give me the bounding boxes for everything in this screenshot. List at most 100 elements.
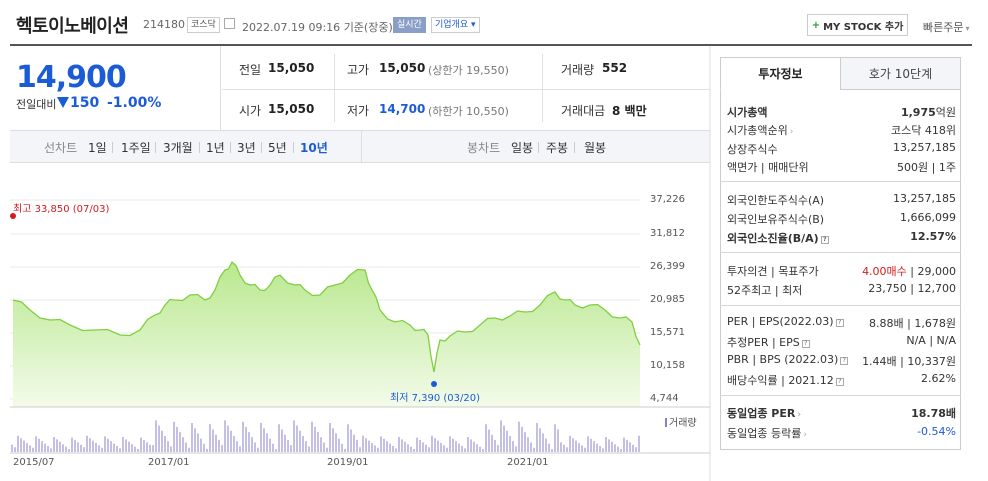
sector-per-label[interactable]: 동일업종 PER › <box>727 407 802 420</box>
volume-legend-swatch <box>665 418 667 427</box>
x-tick-label: 2017/01 <box>148 457 190 468</box>
down-arrow-icon <box>57 97 69 108</box>
tab-hoga[interactable]: 호가 10단계 <box>840 57 961 90</box>
period-bar <box>10 130 710 163</box>
y-tick-label: 10,158 <box>650 360 685 371</box>
open-price: 15,050 <box>268 102 315 116</box>
est-per-eps: N/A | N/A <box>906 334 956 347</box>
max-marker <box>10 213 16 219</box>
volume-label: 거래량 <box>561 63 595 77</box>
y-tick-label: 37,226 <box>650 194 685 205</box>
plus-icon: + <box>811 19 821 31</box>
price-area <box>13 262 640 407</box>
price-line <box>12 260 641 373</box>
volume-legend: 거래량 <box>665 414 697 429</box>
add-mystock-button[interactable]: + MY STOCK 추가 <box>807 14 908 36</box>
candle-chart-label: 봉차트 <box>467 141 501 155</box>
foreign-ratio-label[interactable]: 외국인소진율(B/A)? <box>727 230 829 246</box>
quote-datetime: 2022.07.19 09:16 기준(장중) <box>242 21 393 34</box>
tab-invest-info[interactable]: 투자정보 <box>720 57 841 90</box>
quick-order-button[interactable]: 빠른주문 ▾ <box>923 21 970 34</box>
period-3y[interactable]: 3년 <box>237 141 256 155</box>
x-tick-label: 2021/01 <box>507 457 549 468</box>
candle-month[interactable]: 월봉 <box>584 141 607 155</box>
market-cap-label: 시가총액 <box>727 106 768 119</box>
candle-week[interactable]: 주봉 <box>546 141 569 155</box>
low-price: 14,700 <box>379 102 426 116</box>
period-3m[interactable]: 3개월 <box>163 141 193 155</box>
y-tick-label: 15,571 <box>650 327 685 338</box>
change-label: 전일대비 <box>16 98 57 111</box>
chevron-right-icon: › <box>803 430 807 440</box>
period-10y[interactable]: 10년 <box>300 141 328 155</box>
foreign-hold: 1,666,099 <box>900 211 956 224</box>
low-label: 저가 <box>347 104 370 118</box>
market-cap: 1,975억원 <box>900 106 956 119</box>
help-icon[interactable]: ? <box>840 357 849 365</box>
change-percent: -1.00% <box>107 95 162 111</box>
per-eps-label[interactable]: PER | EPS(2022.03)? <box>727 315 844 328</box>
dividend-label[interactable]: 배당수익률 | 2021.12? <box>727 372 844 388</box>
y-tick-label: 26,399 <box>650 261 685 272</box>
help-icon[interactable]: ? <box>835 319 844 327</box>
period-5y[interactable]: 5년 <box>268 141 287 155</box>
help-icon[interactable]: ? <box>820 236 829 244</box>
foreign-limit-label: 외국인한도주식수(A) <box>727 194 825 207</box>
chevron-right-icon: › <box>797 410 802 420</box>
y-tick-label: 31,812 <box>650 228 685 239</box>
header-divider <box>10 44 972 46</box>
min-marker <box>431 381 437 387</box>
cap-rank-label[interactable]: 시가총액순위 › <box>727 124 794 137</box>
period-1w[interactable]: 1주일 <box>121 141 151 155</box>
x-tick-label: 2019/01 <box>327 457 369 468</box>
price-box <box>10 46 221 130</box>
company-overview-button[interactable]: 기업개요 ▾ <box>431 17 480 33</box>
line-chart-label: 선차트 <box>44 141 78 155</box>
pbr-bps-label[interactable]: PBR | BPS (2022.03)? <box>727 353 849 366</box>
y-tick-label: 20,985 <box>650 294 685 305</box>
period-1y[interactable]: 1년 <box>206 141 225 155</box>
candle-day[interactable]: 일봉 <box>511 141 534 155</box>
chevron-right-icon: › <box>789 127 794 137</box>
volume-bars <box>11 420 640 452</box>
face-unit: 500원 | 1주 <box>897 161 956 174</box>
help-icon[interactable]: ? <box>801 340 810 348</box>
sector-per: 18.78배 <box>911 407 956 420</box>
current-price: 14,900 <box>16 60 127 95</box>
lower-limit: (하한가 10,550) <box>428 105 509 118</box>
high-label: 고가 <box>347 63 370 77</box>
sector-change: -0.54% <box>917 425 956 438</box>
w52-label: 52주최고 | 최저 <box>727 284 803 297</box>
period-1d[interactable]: 1일 <box>88 141 107 155</box>
foreign-ratio: 12.57% <box>910 230 956 243</box>
realtime-tag[interactable]: 실시간 <box>393 17 426 33</box>
high-price: 15,050 <box>379 61 426 75</box>
shares: 13,257,185 <box>893 141 956 154</box>
pbr-bps: 1.44배 | 10,337원 <box>862 355 956 368</box>
trade-amount: 8 백만 <box>612 104 647 118</box>
foreign-limit: 13,257,185 <box>893 192 956 205</box>
upper-limit: (상한가 19,550) <box>428 64 509 77</box>
opinion-target-label: 투자의견 | 목표주가 <box>727 265 819 278</box>
shares-label: 상장주식수 <box>727 143 778 156</box>
y-tick-label: 4,744 <box>650 393 679 404</box>
change-value: 150 <box>70 95 100 111</box>
open-label: 시가 <box>239 104 262 118</box>
dividend-yield: 2.62% <box>921 372 956 385</box>
foreign-hold-label: 외국인보유주식수(B) <box>727 213 825 226</box>
sector-change-label[interactable]: 동일업종 등락률 › <box>727 427 807 440</box>
stock-name: 헥토이노베이션 <box>16 16 129 37</box>
market-tag: 코스닥 <box>187 17 220 33</box>
per-eps: 8.88배 | 1,678원 <box>869 317 956 330</box>
volume: 552 <box>602 61 628 75</box>
calendar-icon <box>224 18 235 29</box>
amount-label: 거래대금 <box>561 104 606 118</box>
min-annotation: 최저 7,390 (03/20) <box>390 393 481 404</box>
max-annotation: 최고 33,850 (07/03) <box>13 204 110 215</box>
help-icon[interactable]: ? <box>835 378 844 386</box>
invest-info-panel <box>720 90 961 450</box>
est-per-eps-label[interactable]: 추정PER | EPS? <box>727 334 810 350</box>
w52-values: 23,750 | 12,700 <box>868 282 956 295</box>
face-unit-label: 액면가 | 매매단위 <box>727 161 809 174</box>
